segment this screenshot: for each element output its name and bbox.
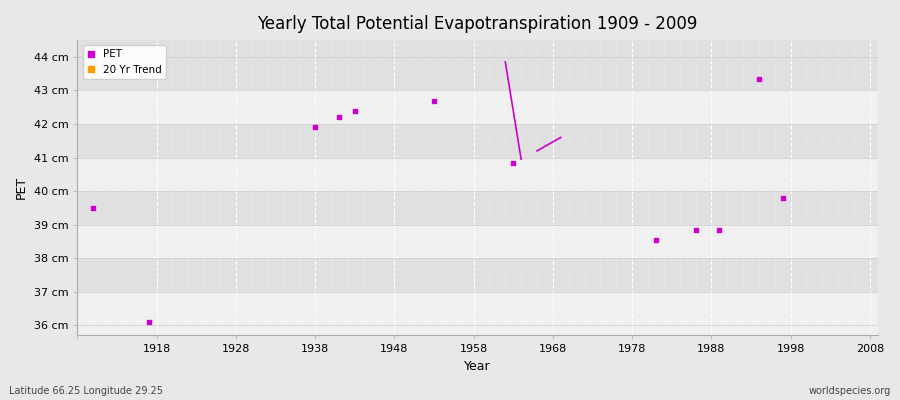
Point xyxy=(688,226,703,233)
Point xyxy=(752,76,766,82)
Point xyxy=(308,124,322,130)
Point xyxy=(332,114,347,120)
Point xyxy=(141,319,156,325)
X-axis label: Year: Year xyxy=(464,360,491,373)
Bar xyxy=(77,258,878,292)
Y-axis label: PET: PET xyxy=(15,176,28,199)
Bar xyxy=(77,292,878,325)
Point xyxy=(86,205,101,211)
Point xyxy=(649,236,663,243)
Text: worldspecies.org: worldspecies.org xyxy=(809,386,891,396)
Bar xyxy=(77,325,878,336)
Point xyxy=(776,195,790,201)
Text: Latitude 66.25 Longitude 29.25: Latitude 66.25 Longitude 29.25 xyxy=(9,386,163,396)
Bar xyxy=(77,124,878,158)
Bar xyxy=(77,225,878,258)
Bar xyxy=(77,191,878,225)
Point xyxy=(427,97,441,104)
Title: Yearly Total Potential Evapotranspiration 1909 - 2009: Yearly Total Potential Evapotranspiratio… xyxy=(257,15,698,33)
Bar xyxy=(77,57,878,90)
Point xyxy=(712,226,726,233)
Bar xyxy=(77,40,878,57)
Point xyxy=(347,107,362,114)
Bar xyxy=(77,158,878,191)
Point xyxy=(506,159,520,166)
Bar xyxy=(77,90,878,124)
Legend: PET, 20 Yr Trend: PET, 20 Yr Trend xyxy=(83,45,166,79)
